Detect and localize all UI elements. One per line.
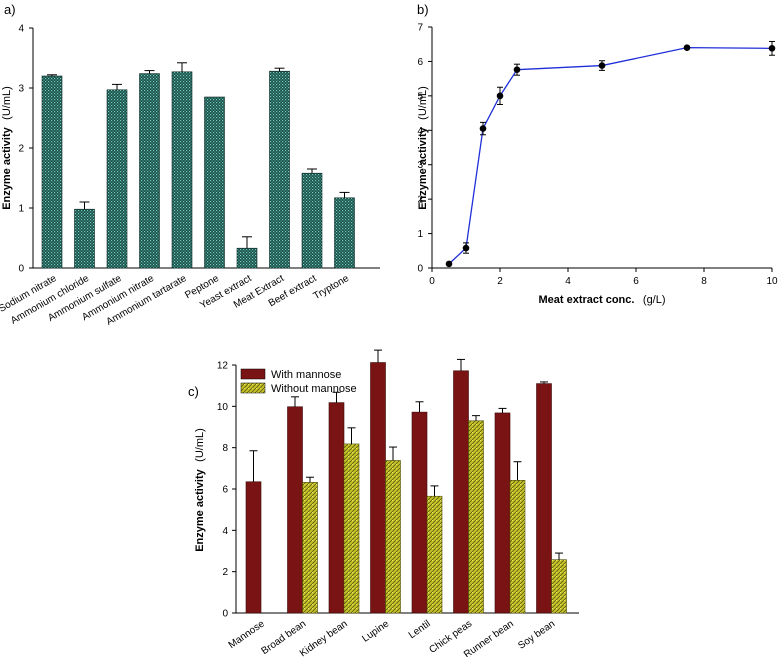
chart-a-y-tick-label: 1 [18,204,24,215]
chart-a-bar [74,208,95,269]
chart-a-y-label: Enzyme activity (U/mL) [0,86,14,210]
chart-b-y-tick-label: 2 [417,195,423,206]
chart-c-bar-with-mannose [536,383,552,614]
chart-b-data-point [598,62,606,69]
chart-a-x-tick-label: Tryptone [312,273,352,302]
chart-b-x-tick-label: 2 [497,276,503,287]
chart-a-bar [334,197,355,269]
chart-c-y-tick-label: 4 [222,526,228,537]
chart-c-y-tick-label: 12 [217,361,229,372]
chart-b-x-tick-label: 10 [766,276,778,287]
chart-c-bar-without-mannose [551,559,567,614]
chart-c-bar-without-mannose [302,482,318,614]
chart-a-y-tick-label: 2 [18,144,24,155]
chart-c-y-tick-label: 6 [222,485,228,496]
chart-b-x-tick-label: 0 [429,276,435,287]
chart-b-y-tick-label: 0 [417,264,423,275]
chart-b-panel-label: b) [417,2,429,17]
legend-swatch-with-mannose [240,368,266,380]
chart-b-data-point [496,92,504,100]
chart-a-y-tick-label: 3 [18,84,24,95]
chart-c-y-label: Enzyme activity (U/mL) [190,428,207,552]
chart-c-x-tick-label: Soy bean [516,618,557,651]
chart-b-y-tick-label: 3 [417,160,423,171]
chart-b-data-point [445,260,453,268]
chart-b-data-point [768,45,776,52]
chart-c-bar-without-mannose [385,460,401,614]
chart-b-y-tick-label: 4 [417,126,423,137]
chart-c-legend: With mannose Without mannose [240,368,357,395]
chart-c-bar-with-mannose [494,412,511,614]
chart-b-x-tick-label: 4 [565,276,571,287]
chart-c-y-tick-label: 0 [222,609,228,620]
chart-b-data-point [462,244,470,252]
chart-a-bar [139,73,160,269]
chart-c-y-tick-label: 8 [222,443,228,454]
chart-c-bar-with-mannose [453,370,469,614]
chart-c-bar-with-mannose [370,362,386,614]
chart-a-bar [41,75,63,269]
chart-b-x-label: Meat extract conc. (g/L) [538,290,665,307]
legend-label-without-mannose: Without mannose [271,383,357,395]
chart-b-data-point [513,66,521,73]
chart-c-x-tick-label: Lentil [407,618,433,641]
chart-a-bar [106,89,128,269]
chart-c-bar-without-mannose [468,420,484,614]
chart-c-bar-without-mannose [343,443,360,614]
chart-b-x-tick-label: 8 [701,276,707,287]
chart-c-bar-with-mannose [328,402,345,614]
chart-a-panel-label: a) [4,2,16,17]
chart-c-x-tick-label: Lupine [360,618,391,644]
chart-b-y-tick-label: 6 [417,57,423,68]
chart-c-panel-label: c) [188,384,199,399]
chart-c-bar-with-mannose [411,411,428,614]
chart-a-bar [269,70,290,269]
chart-c-bar-with-mannose [287,406,303,614]
chart-a-bar [301,172,323,269]
legend-label-with-mannose: With mannose [271,369,341,381]
chart-c-bar-without-mannose [509,480,526,614]
chart-c-y-tick-label: 2 [222,567,228,578]
chart-c-y-tick-label: 10 [217,402,229,413]
chart-b-y-tick-label: 1 [417,229,423,240]
legend-swatch-without-mannose [240,382,266,394]
chart-b-y-tick-label: 5 [417,91,423,102]
chart-b-y-tick-label: 7 [417,23,423,34]
chart-b-y-label: Enzyme activity (U/mL) [413,86,430,210]
chart-b-data-point [683,44,691,51]
chart-b-x-tick-label: 6 [633,276,639,287]
chart-c-bar-with-mannose [245,481,262,614]
chart-a-y-tick-label: 4 [18,24,24,35]
chart-b: b) 0 1 2 3 4 5 6 7 0 2 4 6 8 10 Enzyme activity (U/m… [413,2,778,307]
chart-b-series-line [448,47,773,265]
chart-b-data-point [479,125,487,132]
chart-c-bar-without-mannose [426,495,443,614]
chart-a-bar [171,71,193,269]
chart-a-y-tick-label: 0 [18,264,24,275]
chart-a-bar [204,96,225,269]
chart-a-bar [236,247,258,269]
